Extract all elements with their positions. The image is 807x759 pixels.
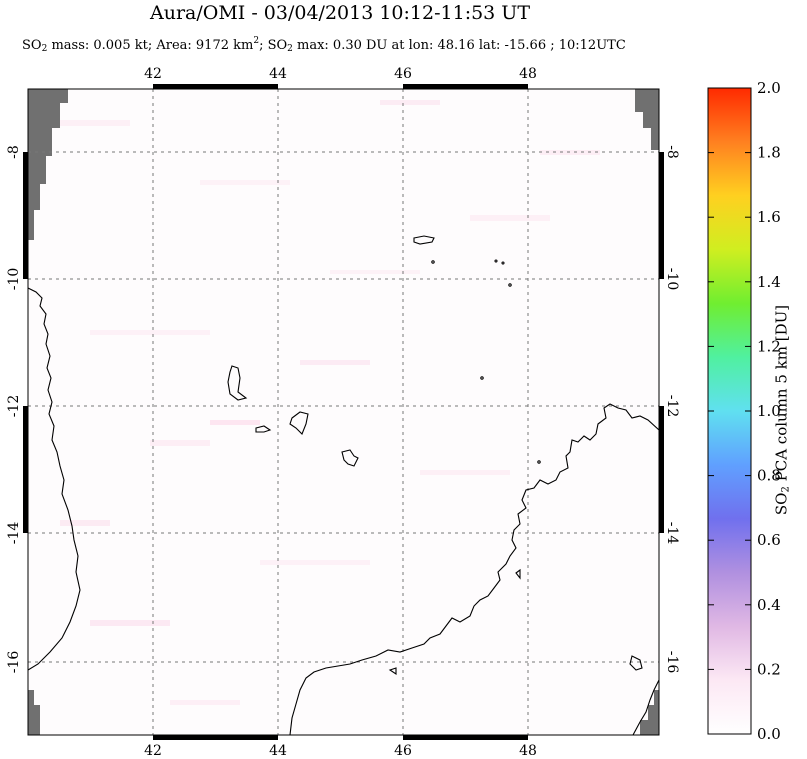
lon-label: 44	[269, 743, 287, 759]
colorbar-tick-label: 1.6	[757, 208, 781, 226]
coastline-madagascar	[289, 403, 659, 735]
lon-labels-bottom: 42 44 46 48	[144, 743, 537, 759]
map-subtitle: SO2 mass: 0.005 kt; Area: 9172 km2; SO2 …	[22, 36, 626, 54]
lon-labels-top: 42 44 46 48	[144, 66, 537, 82]
map-title: Aura/OMI - 03/04/2013 10:12-11:53 UT	[149, 2, 530, 24]
island-moheli	[255, 425, 272, 433]
lon-label: 48	[519, 743, 537, 759]
map-panel: 42 44 46 48 42 44 46 48 -8 -10 -12 -14 -…	[6, 66, 680, 759]
lon-label: 44	[269, 66, 287, 82]
lat-label: -16	[6, 651, 22, 674]
lon-label: 46	[394, 66, 412, 82]
lat-label: -10	[6, 268, 22, 291]
colorbar-gradient	[707, 87, 752, 735]
lat-label: -12	[664, 395, 680, 418]
island-grande-comore	[227, 365, 248, 401]
island-anjouan	[289, 411, 309, 435]
colorbar-tick-label: 1.0	[757, 402, 781, 420]
lat-labels-right: -8 -10 -12 -14 -16	[664, 145, 680, 673]
lat-label: -8	[6, 145, 22, 159]
map-border	[27, 88, 660, 736]
lat-label: -14	[664, 522, 680, 545]
colorbar-tick-label: 0.6	[757, 531, 781, 549]
map-frame-ticks	[23, 84, 664, 740]
graticule	[28, 89, 659, 735]
lon-label: 48	[519, 66, 537, 82]
lat-label: -8	[664, 145, 680, 159]
colorbar-tick-label: 0.0	[757, 725, 781, 743]
colorbar-tick-label: 1.2	[757, 337, 781, 355]
lat-label: -14	[6, 522, 22, 545]
lat-label: -16	[664, 651, 680, 674]
lon-label: 42	[144, 743, 162, 759]
colorbar-tick-label: 1.8	[757, 144, 781, 162]
colorbar-tick-label: 0.2	[757, 660, 781, 678]
lon-label: 42	[144, 66, 162, 82]
lat-label: -12	[6, 395, 22, 418]
colorbar-ticks: 0.0 0.2 0.4 0.6 0.8 1.0 1.2 1.4 1.6 1.8 2.0	[708, 79, 781, 743]
lat-labels-left: -8 -10 -12 -14 -16	[6, 145, 22, 673]
colorbar-tick-label: 0.8	[757, 467, 781, 485]
coastlines	[28, 235, 659, 735]
colorbar-tick-label: 1.4	[757, 273, 781, 291]
colorbar: 0.0 0.2 0.4 0.6 0.8 1.0 1.2 1.4 1.6 1.8 2.0	[707, 79, 781, 743]
colorbar-tick-label: 2.0	[757, 79, 781, 97]
lat-label: -10	[664, 268, 680, 291]
no-data-swath-right	[635, 89, 659, 735]
colorbar-label: SO2 PCA column 5 km [DU]	[772, 304, 792, 516]
map-background	[28, 89, 659, 735]
no-data-swath-left	[28, 89, 68, 735]
coastline-africa	[28, 287, 81, 671]
lon-label: 46	[394, 743, 412, 759]
island-mayotte	[341, 449, 359, 467]
colorbar-tick-label: 0.4	[757, 596, 781, 614]
island-aldabra	[413, 235, 435, 245]
